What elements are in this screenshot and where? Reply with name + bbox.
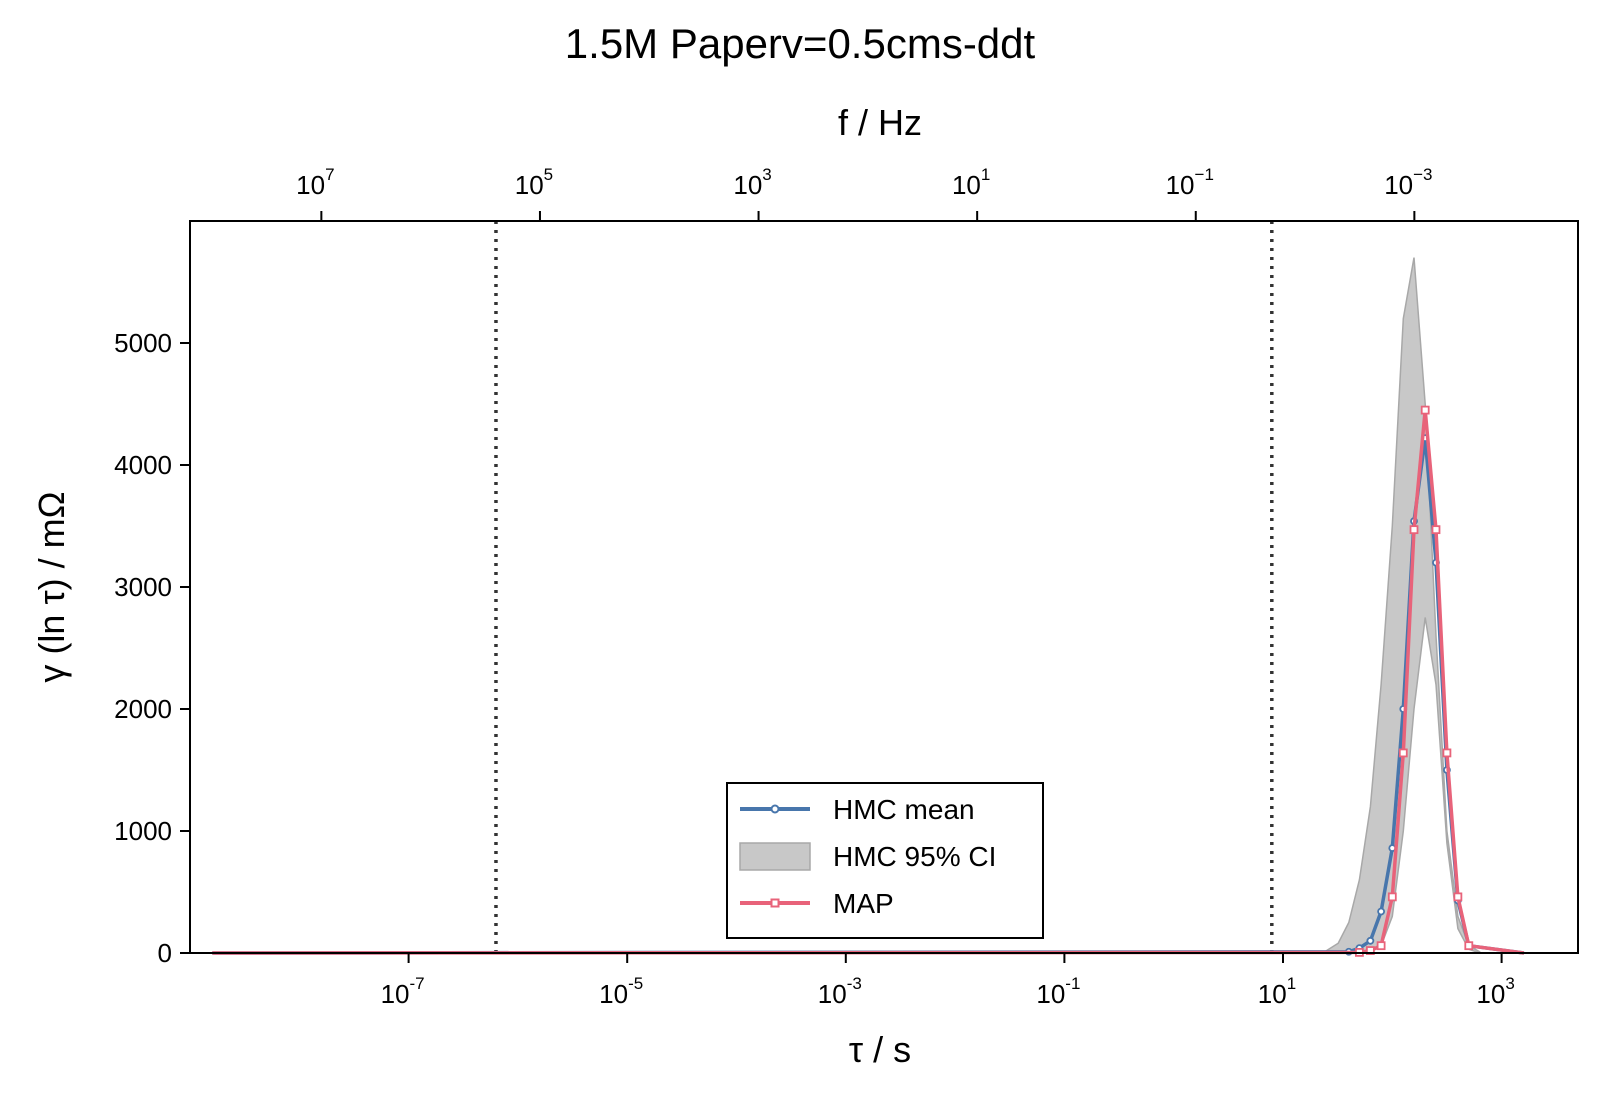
legend-hmc-mean-label: HMC mean	[833, 794, 975, 825]
legend-ci-swatch	[739, 842, 811, 871]
hmc-mean-point	[1377, 907, 1386, 916]
map-point	[1420, 405, 1430, 415]
legend-map-label: MAP	[833, 888, 894, 919]
x-tick-label: 101	[1258, 974, 1296, 1009]
map-point	[1453, 892, 1463, 902]
map-point	[1431, 525, 1441, 535]
top-axis-title: f / Hz	[838, 102, 922, 143]
y-tick-label: 5000	[114, 328, 172, 358]
x2-tick-label: 10−1	[1166, 165, 1214, 200]
chart-title: 1.5M Paperv=0.5cms-ddt	[565, 20, 1036, 67]
legend-hmc-mean-marker	[770, 804, 780, 814]
y-tick-label: 2000	[114, 694, 172, 724]
legend-map-marker	[770, 898, 780, 908]
x-tick-label: 10-3	[818, 974, 862, 1009]
map-point	[1387, 892, 1397, 902]
legend: HMC mean HMC 95% CI MAP	[726, 782, 1044, 939]
map-point	[1464, 941, 1474, 951]
y-tick-label: 4000	[114, 450, 172, 480]
x2-tick-label: 107	[296, 165, 334, 200]
series-layer	[212, 405, 1525, 957]
plot-area	[189, 220, 1579, 957]
map-point	[1376, 941, 1386, 951]
hmc-mean-point	[1366, 936, 1375, 945]
x2-tick-label: 105	[515, 165, 553, 200]
x-tick-label: 10-1	[1036, 974, 1080, 1009]
y-tick-label: 1000	[114, 816, 172, 846]
y-tick-label: 3000	[114, 572, 172, 602]
x-tick-label: 10-5	[599, 974, 643, 1009]
x2-tick-label: 10−3	[1384, 165, 1432, 200]
map-point	[1365, 946, 1375, 955]
y-ticks: 0 1000 2000 3000 4000 5000	[114, 328, 190, 968]
x-axis-title: τ / s	[849, 1029, 911, 1070]
map-point	[1398, 748, 1408, 758]
legend-ci-label: HMC 95% CI	[833, 841, 996, 872]
x2-tick-label: 101	[952, 165, 990, 200]
x-ticks: 10-7 10-5 10-3 10-1 101 103	[381, 953, 1515, 1009]
top-x-ticks: 107 105 103 101 10−1 10−3	[296, 165, 1433, 221]
x2-tick-label: 103	[733, 165, 771, 200]
ci-band	[1325, 257, 1481, 955]
y-axis-title: γ (ln τ) / mΩ	[31, 491, 72, 682]
map-point	[1409, 525, 1419, 535]
x-tick-label: 10-7	[381, 974, 425, 1009]
ci-band-layer	[1325, 257, 1481, 955]
map-point	[1442, 748, 1452, 758]
x-tick-label: 103	[1476, 974, 1514, 1009]
y-tick-label: 0	[158, 938, 172, 968]
